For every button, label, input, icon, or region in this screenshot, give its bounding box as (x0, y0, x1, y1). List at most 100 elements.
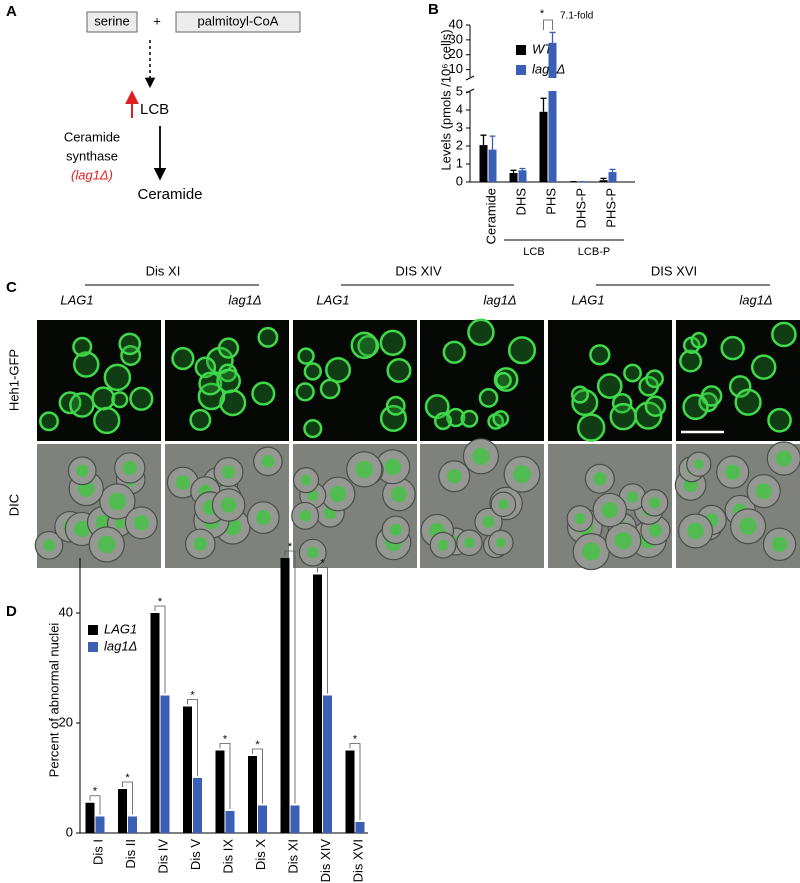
group-label: LCB-P (578, 246, 610, 258)
cell (69, 392, 95, 418)
cell (593, 472, 607, 486)
strain-label: DIS XIV (395, 263, 442, 278)
cell (251, 381, 276, 406)
cell (574, 513, 586, 525)
cell (216, 368, 242, 394)
significance-star: * (190, 689, 195, 701)
genotype-label: lag1Δ (739, 292, 772, 307)
x-tick-label: Dis II (123, 839, 138, 869)
legend-swatch (88, 642, 98, 652)
bar (509, 173, 518, 182)
cell (221, 465, 236, 479)
x-tick-label: Dis XIV (318, 839, 333, 883)
bar (290, 805, 300, 833)
cell (495, 537, 506, 548)
cell (189, 408, 212, 431)
error-bar (549, 31, 556, 43)
cell (437, 539, 449, 551)
cell (513, 465, 531, 484)
cell (626, 491, 639, 503)
legend-label: lag1Δ (104, 638, 137, 653)
legend-label: LAG1 (104, 621, 137, 636)
cell (687, 522, 704, 540)
cell (306, 546, 319, 559)
cell (576, 413, 606, 442)
cell (255, 510, 271, 526)
cell (299, 509, 312, 522)
significance-bracket (317, 567, 328, 694)
bar (225, 811, 235, 833)
cell (467, 318, 495, 347)
bar (118, 789, 127, 833)
cell (771, 321, 797, 348)
panel-label: B (428, 1, 439, 18)
cell (767, 407, 792, 433)
legend-swatch (516, 65, 526, 75)
genotype-label: LAG1 (60, 292, 93, 307)
cell (775, 450, 792, 467)
bar (313, 574, 322, 833)
cell (614, 531, 632, 550)
cell (114, 518, 125, 529)
significance-bracket (543, 19, 553, 30)
legend-swatch (88, 625, 98, 635)
cell (433, 412, 453, 431)
cell (472, 447, 490, 466)
cell (582, 542, 601, 561)
x-tick-label: Dis IX (220, 839, 235, 874)
cell (644, 395, 667, 417)
y-axis-label: Levels (pmols /10⁶ cells) (438, 29, 453, 170)
cell (129, 386, 154, 411)
x-tick-label: Dis XI (285, 839, 300, 874)
cell (463, 537, 475, 549)
y-tick-label: 2 (456, 137, 463, 152)
bar (85, 802, 95, 833)
gfp-image (548, 320, 672, 441)
cell (679, 349, 703, 373)
bar (215, 750, 225, 833)
bar (248, 756, 257, 833)
bar (548, 42, 557, 183)
x-tick-label: Dis XVI (350, 839, 365, 882)
cell (98, 535, 116, 554)
intermediate: LCB (140, 101, 169, 118)
error-bar (480, 134, 487, 146)
x-tick-label: Dis I (90, 839, 105, 865)
cell (95, 514, 111, 530)
cell (379, 329, 406, 356)
substrate: palmitoyl-CoA (198, 13, 279, 28)
significance-bracket (219, 743, 231, 809)
cell (171, 346, 195, 371)
x-tick-label: Dis IV (155, 839, 170, 874)
significance-star: * (93, 786, 98, 798)
significance-star: * (288, 541, 293, 553)
box (86, 11, 138, 33)
panel-label: A (6, 3, 17, 20)
y-tick-label: 30 (449, 31, 463, 46)
cell (601, 501, 618, 519)
cell (570, 385, 590, 404)
y-tick-label: 5 (456, 83, 463, 98)
cell (73, 520, 91, 538)
legend-swatch (516, 45, 526, 55)
cell (498, 499, 509, 510)
y-tick-label: 20 (59, 714, 73, 729)
cell (217, 337, 240, 359)
cell (355, 460, 374, 479)
cell (72, 336, 93, 357)
cell (76, 464, 89, 477)
y-tick-label: 0 (456, 173, 463, 188)
y-tick-label: 40 (449, 16, 463, 31)
genotype-label: LAG1 (316, 292, 349, 307)
x-tick-label: PHS-P (603, 188, 618, 228)
cell (739, 517, 757, 535)
bar (518, 170, 527, 182)
cell (389, 523, 402, 536)
cell (609, 402, 638, 431)
significance-bracket (284, 550, 296, 804)
cell (755, 483, 772, 500)
significance-star: * (255, 739, 260, 751)
cell (198, 371, 223, 396)
cell (220, 497, 237, 513)
cell (682, 393, 709, 421)
